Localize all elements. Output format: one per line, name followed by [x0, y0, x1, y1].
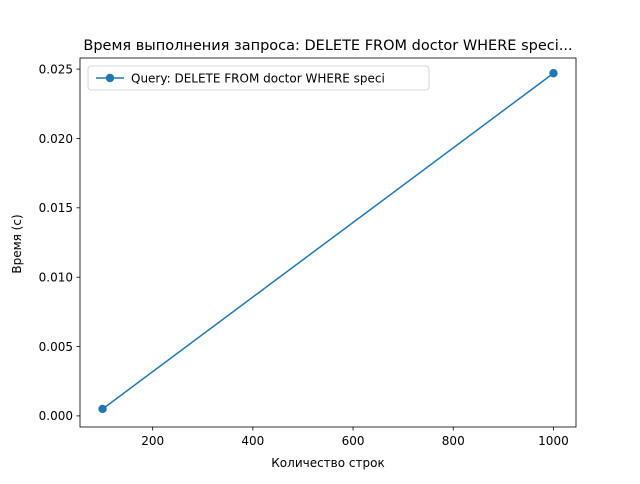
x-axis-label: Количество строк — [271, 456, 384, 470]
y-axis-label: Время (с) — [10, 214, 24, 273]
y-tick-label: 0.010 — [39, 270, 73, 284]
series-line — [102, 72, 554, 410]
chart-title: Время выполнения запроса: DELETE FROM do… — [83, 38, 572, 54]
x-tick-label: 800 — [442, 434, 465, 448]
legend-marker-swatch — [105, 73, 115, 83]
legend-box — [87, 65, 430, 91]
axes-frame — [79, 57, 577, 428]
y-tick-label: 0.025 — [39, 62, 73, 76]
y-tick-label: 0.005 — [39, 340, 73, 354]
x-tick-label: 400 — [241, 434, 264, 448]
plot-area: 200 400 600 800 1000 0.000 0.005 0.010 0.015 0.02… — [39, 57, 577, 448]
legend: Query: DELETE FROM doctor WHERE speci — [87, 65, 430, 91]
x-tick-label: 600 — [342, 434, 365, 448]
data-point — [98, 404, 107, 414]
x-tick-label: 200 — [141, 434, 164, 448]
y-tick-label: 0.020 — [39, 132, 73, 146]
y-tick-label: 0.015 — [39, 201, 73, 215]
x-tick-label: 1000 — [538, 434, 569, 448]
data-point — [549, 69, 558, 78]
legend-label: Query: DELETE FROM doctor WHERE speci — [131, 72, 385, 86]
y-tick-label: 0.000 — [39, 409, 73, 423]
